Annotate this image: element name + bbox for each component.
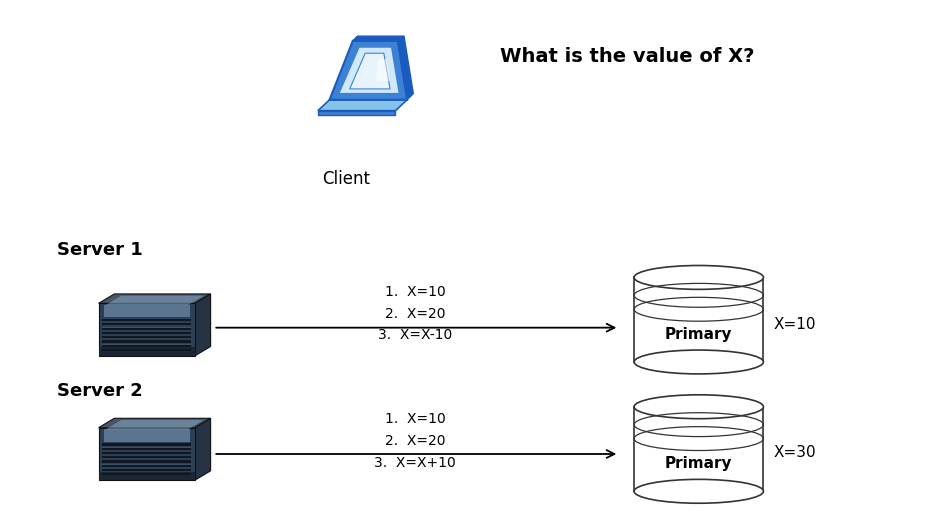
Bar: [102, 332, 191, 334]
Polygon shape: [376, 60, 390, 81]
Polygon shape: [398, 36, 414, 100]
Text: Server 1: Server 1: [57, 241, 143, 259]
Bar: [102, 460, 191, 463]
Polygon shape: [99, 304, 195, 356]
Bar: [102, 452, 191, 454]
Polygon shape: [99, 347, 195, 356]
Bar: [102, 319, 191, 321]
Polygon shape: [99, 472, 195, 480]
Bar: [102, 473, 191, 475]
Polygon shape: [99, 418, 210, 428]
Polygon shape: [349, 53, 390, 89]
Polygon shape: [318, 100, 407, 111]
Polygon shape: [195, 294, 210, 356]
Polygon shape: [99, 428, 195, 480]
Polygon shape: [104, 305, 190, 317]
Text: X=30: X=30: [773, 445, 816, 459]
Text: 1.  X=10
2.  X=20
3.  X=X+10: 1. X=10 2. X=20 3. X=X+10: [375, 412, 456, 469]
Bar: [102, 444, 191, 446]
Bar: [634, 407, 763, 491]
Bar: [102, 349, 191, 351]
Polygon shape: [99, 294, 210, 304]
Text: X=10: X=10: [773, 317, 816, 332]
Polygon shape: [104, 429, 190, 442]
Text: Primary: Primary: [665, 456, 732, 472]
Text: Primary: Primary: [665, 327, 732, 342]
Ellipse shape: [634, 395, 763, 419]
Bar: [634, 277, 763, 362]
Polygon shape: [318, 111, 395, 115]
Polygon shape: [330, 41, 407, 100]
Bar: [102, 345, 191, 347]
Ellipse shape: [634, 350, 763, 374]
Bar: [102, 336, 191, 338]
Bar: [102, 327, 191, 330]
Polygon shape: [195, 418, 210, 480]
Text: What is the value of X?: What is the value of X?: [500, 46, 755, 65]
Polygon shape: [106, 296, 204, 305]
Polygon shape: [353, 36, 404, 41]
Bar: [102, 448, 191, 450]
Polygon shape: [106, 420, 204, 429]
Text: Client: Client: [321, 171, 370, 188]
Bar: [102, 341, 191, 343]
Bar: [102, 469, 191, 471]
Polygon shape: [339, 47, 400, 93]
Bar: [102, 456, 191, 458]
Bar: [102, 323, 191, 325]
Ellipse shape: [634, 266, 763, 289]
Text: Server 2: Server 2: [57, 382, 143, 400]
Text: 1.  X=10
2.  X=20
3.  X=X-10: 1. X=10 2. X=20 3. X=X-10: [378, 285, 452, 342]
Ellipse shape: [634, 479, 763, 503]
Bar: [102, 465, 191, 467]
